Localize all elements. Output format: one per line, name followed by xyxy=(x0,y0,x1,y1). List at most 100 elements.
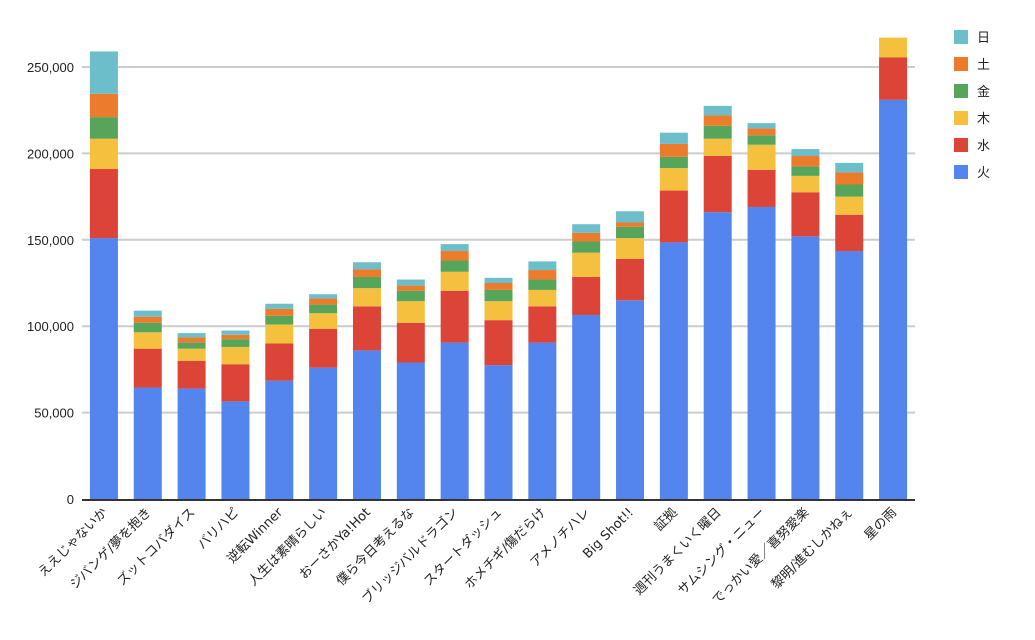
legend-item: 日 xyxy=(954,30,990,46)
x-tick-label: 人生は素晴らしい xyxy=(246,505,330,589)
bar-segment xyxy=(177,348,206,361)
bar-segment xyxy=(352,276,381,289)
bar-stack xyxy=(309,294,338,499)
bar-segment xyxy=(440,290,469,343)
bar-segment xyxy=(703,138,732,156)
bar-segment xyxy=(835,214,864,252)
bar-segment xyxy=(265,343,294,381)
bar-segment xyxy=(616,211,645,223)
bar-segment xyxy=(659,156,688,169)
bar-segment xyxy=(396,362,425,499)
bar-segment xyxy=(879,57,908,100)
x-tick-label: ジバンゲ/夢を抱き xyxy=(67,505,155,593)
bar-segment xyxy=(791,192,820,237)
bar-segment xyxy=(484,289,513,302)
bar-stack xyxy=(616,211,645,499)
bar-segment xyxy=(177,342,206,349)
bar-segment xyxy=(879,99,908,499)
bar-segment xyxy=(835,162,864,173)
y-axis-tick-labels: 0 50,000 100,000 150,000 200,000 250,000 xyxy=(27,60,74,507)
legend-swatch xyxy=(954,30,968,44)
legend-item: 水 xyxy=(954,138,990,154)
bar-segment xyxy=(528,289,557,307)
bar-segment xyxy=(440,271,469,291)
bar-segment xyxy=(265,380,294,499)
bar-segment xyxy=(703,212,732,500)
bar-segment xyxy=(791,175,820,193)
bar-segment xyxy=(133,322,162,333)
bar-stack xyxy=(265,303,294,499)
bars xyxy=(89,37,908,500)
bar-segment xyxy=(309,313,338,329)
bar-segment xyxy=(791,149,820,156)
legend-item: 木 xyxy=(954,111,990,127)
bar-segment xyxy=(177,388,206,499)
bar-segment xyxy=(484,283,513,290)
x-tick-label: ホメチギ/傷だらけ xyxy=(462,505,549,592)
bar-segment xyxy=(747,169,776,207)
x-tick-label: 黎明/進むしかねぇ xyxy=(769,505,856,592)
bar-segment xyxy=(835,172,864,185)
bar-segment xyxy=(484,365,513,499)
bar-segment xyxy=(89,93,118,118)
bar-segment xyxy=(309,328,338,368)
legend-label: 土 xyxy=(977,58,990,73)
bar-segment xyxy=(484,277,513,283)
bar-segment xyxy=(221,339,250,347)
bar-segment xyxy=(133,387,162,499)
bar-segment xyxy=(352,269,381,277)
bar-segment xyxy=(352,350,381,499)
x-tick-label: スタートダッシュ xyxy=(421,505,505,589)
bar-segment xyxy=(835,196,864,215)
legend-swatch xyxy=(954,57,968,71)
bar-segment xyxy=(440,260,469,272)
bar-stack xyxy=(352,262,381,499)
bar-segment xyxy=(528,306,557,343)
bar-segment xyxy=(747,135,776,145)
bar-segment xyxy=(133,310,162,317)
legend-swatch xyxy=(954,111,968,125)
legend-label: 木 xyxy=(977,112,990,127)
bar-segment xyxy=(221,364,250,402)
bar-segment xyxy=(835,184,864,197)
bar-stack xyxy=(528,261,557,499)
bar-segment xyxy=(177,337,206,343)
bar-segment xyxy=(616,226,645,239)
bar-segment xyxy=(484,320,513,366)
bar-segment xyxy=(528,342,557,499)
bar-segment xyxy=(265,303,294,309)
bar-segment xyxy=(89,238,118,499)
bar-segment xyxy=(89,51,118,94)
bar-segment xyxy=(572,252,601,277)
y-tick-label: 50,000 xyxy=(34,406,74,421)
bar-segment xyxy=(133,316,162,323)
bar-segment xyxy=(528,261,557,271)
legend-item: 土 xyxy=(954,57,990,73)
bar-segment xyxy=(659,132,688,144)
bar-stack xyxy=(89,51,118,499)
bar-segment xyxy=(659,242,688,499)
bar-segment xyxy=(616,300,645,499)
bar-segment xyxy=(396,322,425,363)
legend-label: 水 xyxy=(977,139,990,154)
bar-segment xyxy=(572,224,601,233)
bar-segment xyxy=(703,155,732,213)
bar-segment xyxy=(396,301,425,323)
bar-segment xyxy=(747,123,776,129)
bar-segment xyxy=(265,315,294,325)
bar-segment xyxy=(572,314,601,499)
bar-segment xyxy=(791,166,820,176)
bar-segment xyxy=(309,367,338,499)
bar-segment xyxy=(572,232,601,242)
bar-segment xyxy=(89,117,118,139)
gridlines xyxy=(82,66,915,414)
y-tick-label: 100,000 xyxy=(27,319,74,334)
bar-segment xyxy=(791,236,820,499)
bar-segment xyxy=(265,308,294,316)
bar-segment xyxy=(835,251,864,499)
bar-segment xyxy=(659,190,688,243)
bar-segment xyxy=(703,105,732,116)
bar-segment xyxy=(133,348,162,388)
legend-swatch xyxy=(954,138,968,152)
